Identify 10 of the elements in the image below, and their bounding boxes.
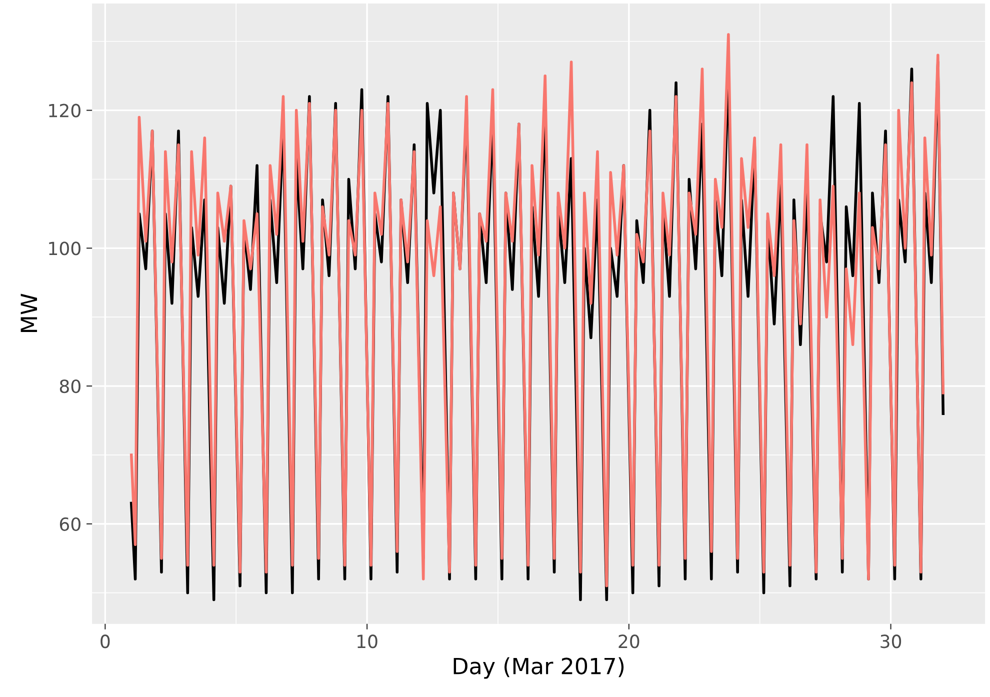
y-axis-title: MW — [20, 294, 38, 332]
x-tick-label: 20 — [618, 634, 640, 648]
y-tick-label: 120 — [49, 104, 80, 118]
y-tick-label: 80 — [60, 379, 80, 394]
y-tick-label: 100 — [49, 242, 80, 256]
x-tick-label: 0 — [100, 634, 110, 648]
x-tick-label: 30 — [880, 634, 902, 648]
x-tick-label: 10 — [358, 634, 378, 648]
y-tick-label: 60 — [60, 517, 80, 531]
x-axis-title: Day (Mar 2017) — [454, 657, 624, 679]
